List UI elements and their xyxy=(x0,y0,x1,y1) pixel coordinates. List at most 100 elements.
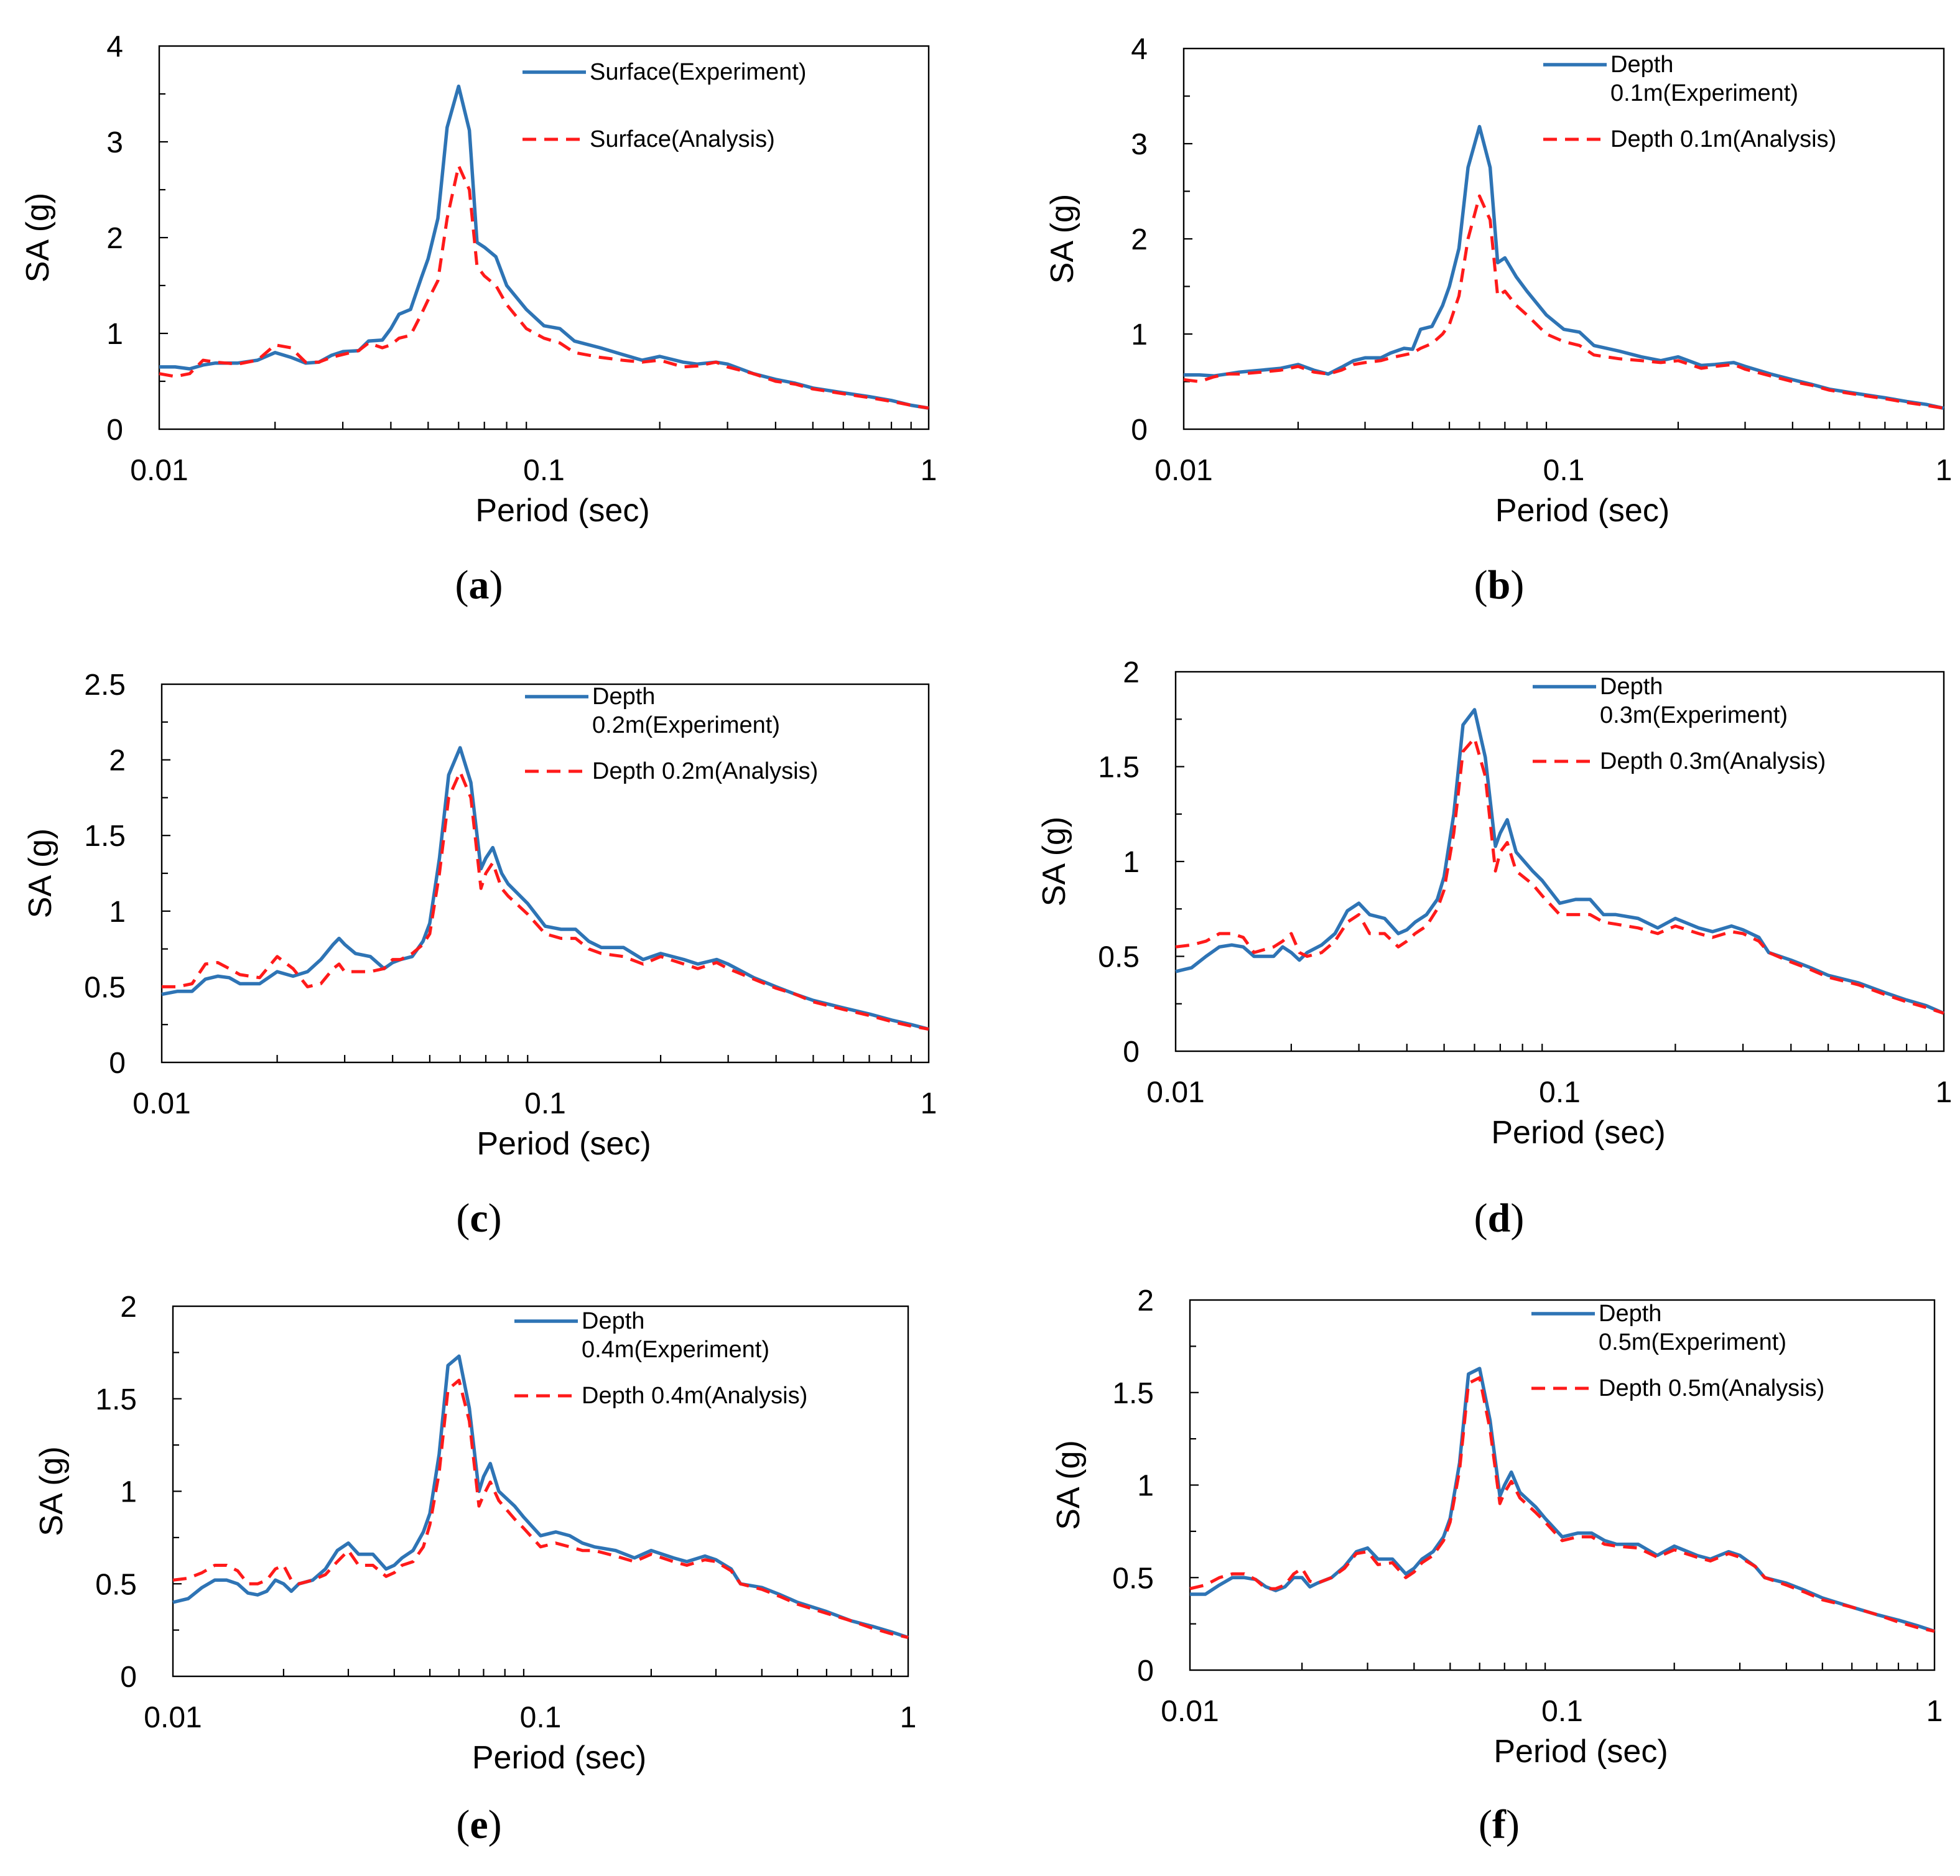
plot-frame xyxy=(158,45,930,430)
plot-frame xyxy=(160,683,930,1064)
legend-label: 0.1m(Experiment) xyxy=(1610,80,1798,106)
legend-label: Depth 0.2m(Analysis) xyxy=(592,758,818,784)
experiment-series-line xyxy=(159,84,929,410)
legend-label: Depth 0.5m(Analysis) xyxy=(1599,1375,1824,1401)
y-tick-label: 0 xyxy=(109,1047,126,1080)
y-tick-label: 2 xyxy=(1131,223,1148,256)
panel-caption: (a) xyxy=(455,562,503,608)
y-tick-label: 2 xyxy=(1137,1284,1154,1317)
legend-label: Depth xyxy=(592,684,655,710)
legend-label: Surface(Analysis) xyxy=(590,126,775,152)
y-tick-label: 1.5 xyxy=(1098,751,1140,784)
x-tick-label: 1 xyxy=(900,1701,917,1734)
y-tick-label: 3 xyxy=(106,126,123,159)
legend-label: 0.2m(Experiment) xyxy=(592,712,780,738)
x-axis-label: Period (sec) xyxy=(475,493,649,529)
experiment-series-line xyxy=(1190,1367,1935,1633)
x-tick-label: 1 xyxy=(921,454,937,487)
x-tick-label: 1 xyxy=(1926,1695,1943,1728)
y-axis-label: SA (g) xyxy=(1044,194,1080,284)
x-axis-label: Period (sec) xyxy=(1491,1115,1665,1151)
experiment-series-line xyxy=(1175,708,1945,1015)
chart-panel-b: 0 1 2 3 4 0.01 0.1 1 Period (sec) SA (g) Depth0.1m… xyxy=(1044,33,1952,608)
chart-panel-a: 0 1 2 3 4 0.01 0.1 1 Period (sec) SA (g) Surface(E… xyxy=(20,30,937,608)
y-axis-label: SA (g) xyxy=(22,829,58,919)
y-tick-label: 1 xyxy=(1123,846,1140,879)
panel-caption: (e) xyxy=(456,1802,501,1847)
y-tick-label: 0 xyxy=(1131,414,1148,447)
experiment-series-line xyxy=(1184,124,1944,410)
analysis-series-line xyxy=(1183,194,1944,410)
x-tick-label: 1 xyxy=(1936,1076,1953,1109)
y-tick-label: 0 xyxy=(1137,1655,1154,1688)
legend-label: Depth xyxy=(1610,52,1673,78)
x-tick-label: 0.1 xyxy=(1539,1076,1581,1109)
y-tick-label: 0 xyxy=(120,1661,137,1694)
x-tick-label: 0.1 xyxy=(523,454,565,487)
chart-panel-d: 0 0.5 1 1.5 2 0.01 0.1 1 Period (sec) SA (g) Depth… xyxy=(1036,656,1952,1241)
y-tick-label: 4 xyxy=(1131,33,1148,66)
legend-label: Depth 0.1m(Analysis) xyxy=(1610,126,1836,152)
analysis-series-line xyxy=(162,770,929,1031)
x-tick-label: 0.01 xyxy=(1161,1695,1219,1728)
y-tick-label: 4 xyxy=(106,30,123,63)
y-tick-label: 2.5 xyxy=(84,669,126,702)
legend-label: Depth 0.4m(Analysis) xyxy=(582,1383,807,1409)
legend-label: 0.4m(Experiment) xyxy=(582,1337,769,1363)
legend: Depth 0.4m(Experiment) Depth 0.4m(Analysis… xyxy=(514,1308,807,1409)
chart-panel-e: 0 0.5 1 1.5 2 0.01 0.1 1 Period (sec) SA (g) Depth… xyxy=(34,1291,916,1847)
legend-label: Depth 0.3m(Analysis) xyxy=(1600,748,1826,774)
legend-label: 0.3m(Experiment) xyxy=(1600,702,1788,728)
legend-label: Depth xyxy=(1600,674,1663,700)
y-tick-label: 2 xyxy=(109,745,126,778)
plot-frame xyxy=(172,1305,909,1678)
x-tick-label: 0.1 xyxy=(1541,1695,1583,1728)
y-axis-label: SA (g) xyxy=(34,1446,70,1536)
x-tick-label: 0.01 xyxy=(132,1087,190,1120)
x-tick-label: 0.01 xyxy=(1146,1076,1204,1109)
y-axis-label: SA (g) xyxy=(1036,817,1072,907)
legend: Surface(Experiment) Surface(Analysis) xyxy=(523,59,806,152)
legend-label: Depth xyxy=(1599,1301,1661,1327)
legend-label: Surface(Experiment) xyxy=(590,59,806,85)
x-tick-label: 0.1 xyxy=(1543,454,1585,487)
y-axis-label: SA (g) xyxy=(1051,1440,1087,1530)
legend-label: 0.5m(Experiment) xyxy=(1599,1329,1786,1355)
x-axis-label: Period (sec) xyxy=(476,1126,651,1162)
y-tick-label: 1 xyxy=(120,1476,137,1509)
y-tick-label: 1.5 xyxy=(84,820,126,853)
x-axis-label: Period (sec) xyxy=(472,1740,646,1776)
y-tick-label: 2 xyxy=(120,1291,137,1324)
x-tick-label: 1 xyxy=(1936,454,1953,487)
y-tick-label: 1 xyxy=(1131,318,1148,351)
x-tick-label: 0.01 xyxy=(1154,454,1212,487)
x-tick-label: 0.01 xyxy=(130,454,188,487)
x-tick-label: 0.1 xyxy=(520,1701,562,1734)
plot-frame xyxy=(1182,47,1945,430)
y-tick-label: 2 xyxy=(106,222,123,255)
analysis-series-line xyxy=(1175,736,1944,1015)
y-tick-label: 2 xyxy=(1123,656,1140,689)
plot-frame xyxy=(1189,1299,1936,1671)
y-tick-label: 1.5 xyxy=(95,1383,137,1416)
x-tick-label: 1 xyxy=(921,1087,937,1120)
experiment-series-line xyxy=(172,1354,909,1640)
plot-frame xyxy=(1174,671,1945,1052)
experiment-series-line xyxy=(161,746,929,1031)
y-tick-label: 0.5 xyxy=(1112,1562,1154,1595)
x-tick-label: 0.1 xyxy=(524,1087,566,1120)
panel-caption: (c) xyxy=(456,1196,501,1241)
y-tick-label: 0 xyxy=(106,414,123,447)
y-tick-label: 1 xyxy=(106,318,123,351)
panel-caption: (d) xyxy=(1474,1196,1525,1241)
y-axis-label: SA (g) xyxy=(20,193,56,283)
y-tick-label: 0.5 xyxy=(95,1568,137,1601)
y-tick-label: 0.5 xyxy=(84,971,126,1004)
y-tick-label: 3 xyxy=(1131,128,1148,161)
chart-panel-c: 0 0.5 1 1.5 2 2.5 0.01 0.1 1 Period (sec) SA (g) De… xyxy=(22,669,937,1241)
